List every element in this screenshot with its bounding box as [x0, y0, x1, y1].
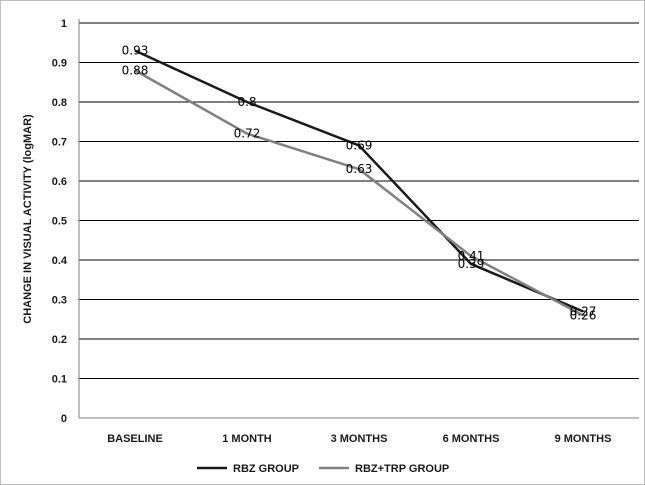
data-labels: 0.93 0.8 0.69 0.39 0.27 0.88 0.72 0.63 0.41 0.26	[122, 44, 597, 323]
y-tick-label: 0	[61, 413, 67, 425]
y-tick-label: 0.7	[52, 137, 67, 149]
data-label: 0.72	[234, 127, 261, 141]
axes: 0 0.1 0.2 0.3 0.4 0.5 0.6 0.7 0.8 0.9 1 BASELINE 1 M…	[52, 18, 639, 445]
legend: RBZ GROUP RBZ+TRP GROUP	[197, 463, 449, 475]
y-tick-label: 0.6	[52, 176, 67, 188]
x-tick-label: 3 MONTHS	[331, 433, 388, 445]
x-tick-label: 6 MONTHS	[443, 433, 500, 445]
data-label: 0.27	[570, 304, 597, 318]
data-label: 0.69	[346, 138, 373, 152]
data-label: 0.88	[122, 63, 149, 77]
series-lines	[134, 49, 584, 317]
y-tick-label: 0.1	[52, 374, 67, 386]
y-tick-label: 1	[61, 18, 67, 30]
y-tick-label: 0.2	[52, 334, 67, 346]
data-label: 0.93	[122, 44, 149, 58]
y-tick-label: 0.5	[52, 216, 67, 228]
series-line-rbz-trp-group	[134, 69, 584, 317]
legend-label: RBZ+TRP GROUP	[355, 463, 449, 475]
x-tick-label: 9 MONTHS	[555, 433, 612, 445]
y-tick-label: 0.9	[52, 58, 67, 70]
data-label: 0.8	[237, 95, 256, 109]
y-axis-label: CHANGE IN VISUAL ACTIVITY (logMAR)	[22, 114, 34, 324]
y-tick-label: 0.8	[52, 97, 67, 109]
x-tick-label: BASELINE	[107, 433, 163, 445]
gridlines	[79, 22, 639, 379]
data-label: 0.39	[458, 257, 485, 271]
y-tick-label: 0.4	[52, 255, 68, 267]
data-label: 0.41	[458, 249, 485, 263]
y-tick-label: 0.3	[52, 295, 67, 307]
data-label: 0.63	[346, 162, 373, 176]
x-tick-label: 1 MONTH	[222, 433, 272, 445]
legend-label: RBZ GROUP	[233, 463, 299, 475]
series-line-rbz-group	[134, 49, 584, 313]
data-label: 0.26	[570, 308, 597, 322]
